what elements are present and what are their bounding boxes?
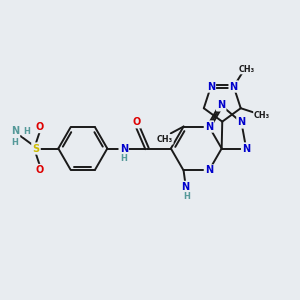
Text: N: N: [207, 82, 215, 92]
Text: CH₃: CH₃: [239, 65, 255, 74]
Text: N: N: [120, 143, 128, 154]
Text: O: O: [132, 117, 141, 127]
Text: N: N: [205, 122, 213, 131]
Text: N: N: [11, 127, 19, 136]
Text: H: H: [120, 154, 127, 163]
Text: N: N: [217, 100, 225, 110]
Text: H: H: [183, 192, 190, 201]
Text: N: N: [230, 82, 238, 92]
Text: N: N: [205, 166, 213, 176]
Text: S: S: [32, 143, 40, 154]
Text: H: H: [23, 127, 30, 136]
Text: N: N: [237, 117, 245, 128]
Text: CH₃: CH₃: [157, 135, 173, 144]
Text: H: H: [12, 138, 19, 147]
Text: CH₃: CH₃: [254, 111, 270, 120]
Text: O: O: [35, 122, 44, 132]
Text: O: O: [35, 165, 44, 175]
Text: N: N: [181, 182, 189, 192]
Text: N: N: [242, 143, 250, 154]
